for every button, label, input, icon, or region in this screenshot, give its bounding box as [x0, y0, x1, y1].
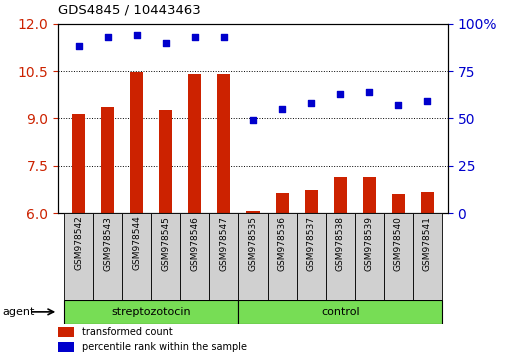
Bar: [304, 190, 317, 213]
Bar: [217, 74, 230, 213]
Text: GDS4845 / 10443463: GDS4845 / 10443463: [58, 4, 200, 17]
Point: [190, 34, 198, 40]
Point: [104, 34, 112, 40]
Bar: [93, 213, 122, 300]
Text: GSM978546: GSM978546: [190, 216, 199, 270]
Bar: [391, 194, 404, 213]
Bar: [64, 213, 93, 300]
Bar: [159, 110, 172, 213]
Text: GSM978541: GSM978541: [422, 216, 431, 270]
Bar: [267, 213, 296, 300]
Point: [277, 106, 285, 112]
Bar: [354, 213, 383, 300]
Text: GSM978542: GSM978542: [74, 216, 83, 270]
Bar: [209, 213, 238, 300]
Text: streptozotocin: streptozotocin: [111, 307, 191, 317]
Point: [307, 101, 315, 106]
Bar: [275, 193, 288, 213]
Bar: [246, 211, 259, 213]
Text: GSM978535: GSM978535: [248, 216, 257, 271]
Bar: [296, 213, 325, 300]
Bar: [58, 327, 74, 337]
Bar: [383, 213, 412, 300]
Point: [74, 44, 82, 49]
Bar: [58, 342, 74, 353]
Text: GSM978537: GSM978537: [306, 216, 315, 271]
Bar: [362, 177, 375, 213]
Text: GSM978547: GSM978547: [219, 216, 228, 270]
Point: [162, 40, 170, 45]
Bar: [64, 300, 238, 324]
Bar: [151, 213, 180, 300]
Point: [423, 98, 431, 104]
Point: [220, 34, 228, 40]
Text: GSM978538: GSM978538: [335, 216, 344, 271]
Text: GSM978544: GSM978544: [132, 216, 141, 270]
Text: agent: agent: [3, 307, 35, 317]
Point: [335, 91, 343, 97]
Bar: [238, 213, 267, 300]
Bar: [72, 114, 85, 213]
Text: GSM978539: GSM978539: [364, 216, 373, 271]
Text: control: control: [320, 307, 359, 317]
Point: [365, 89, 373, 95]
Text: transformed count: transformed count: [81, 327, 172, 337]
Text: GSM978540: GSM978540: [393, 216, 402, 270]
Point: [393, 102, 401, 108]
Bar: [238, 300, 441, 324]
Bar: [333, 177, 346, 213]
Text: GSM978536: GSM978536: [277, 216, 286, 271]
Bar: [180, 213, 209, 300]
Bar: [122, 213, 151, 300]
Point: [248, 118, 257, 123]
Bar: [101, 107, 114, 213]
Point: [132, 32, 140, 38]
Bar: [130, 72, 143, 213]
Text: percentile rank within the sample: percentile rank within the sample: [81, 342, 246, 352]
Bar: [420, 192, 433, 213]
Bar: [325, 213, 354, 300]
Bar: [188, 74, 201, 213]
Text: GSM978545: GSM978545: [161, 216, 170, 270]
Bar: [412, 213, 441, 300]
Text: GSM978543: GSM978543: [103, 216, 112, 270]
